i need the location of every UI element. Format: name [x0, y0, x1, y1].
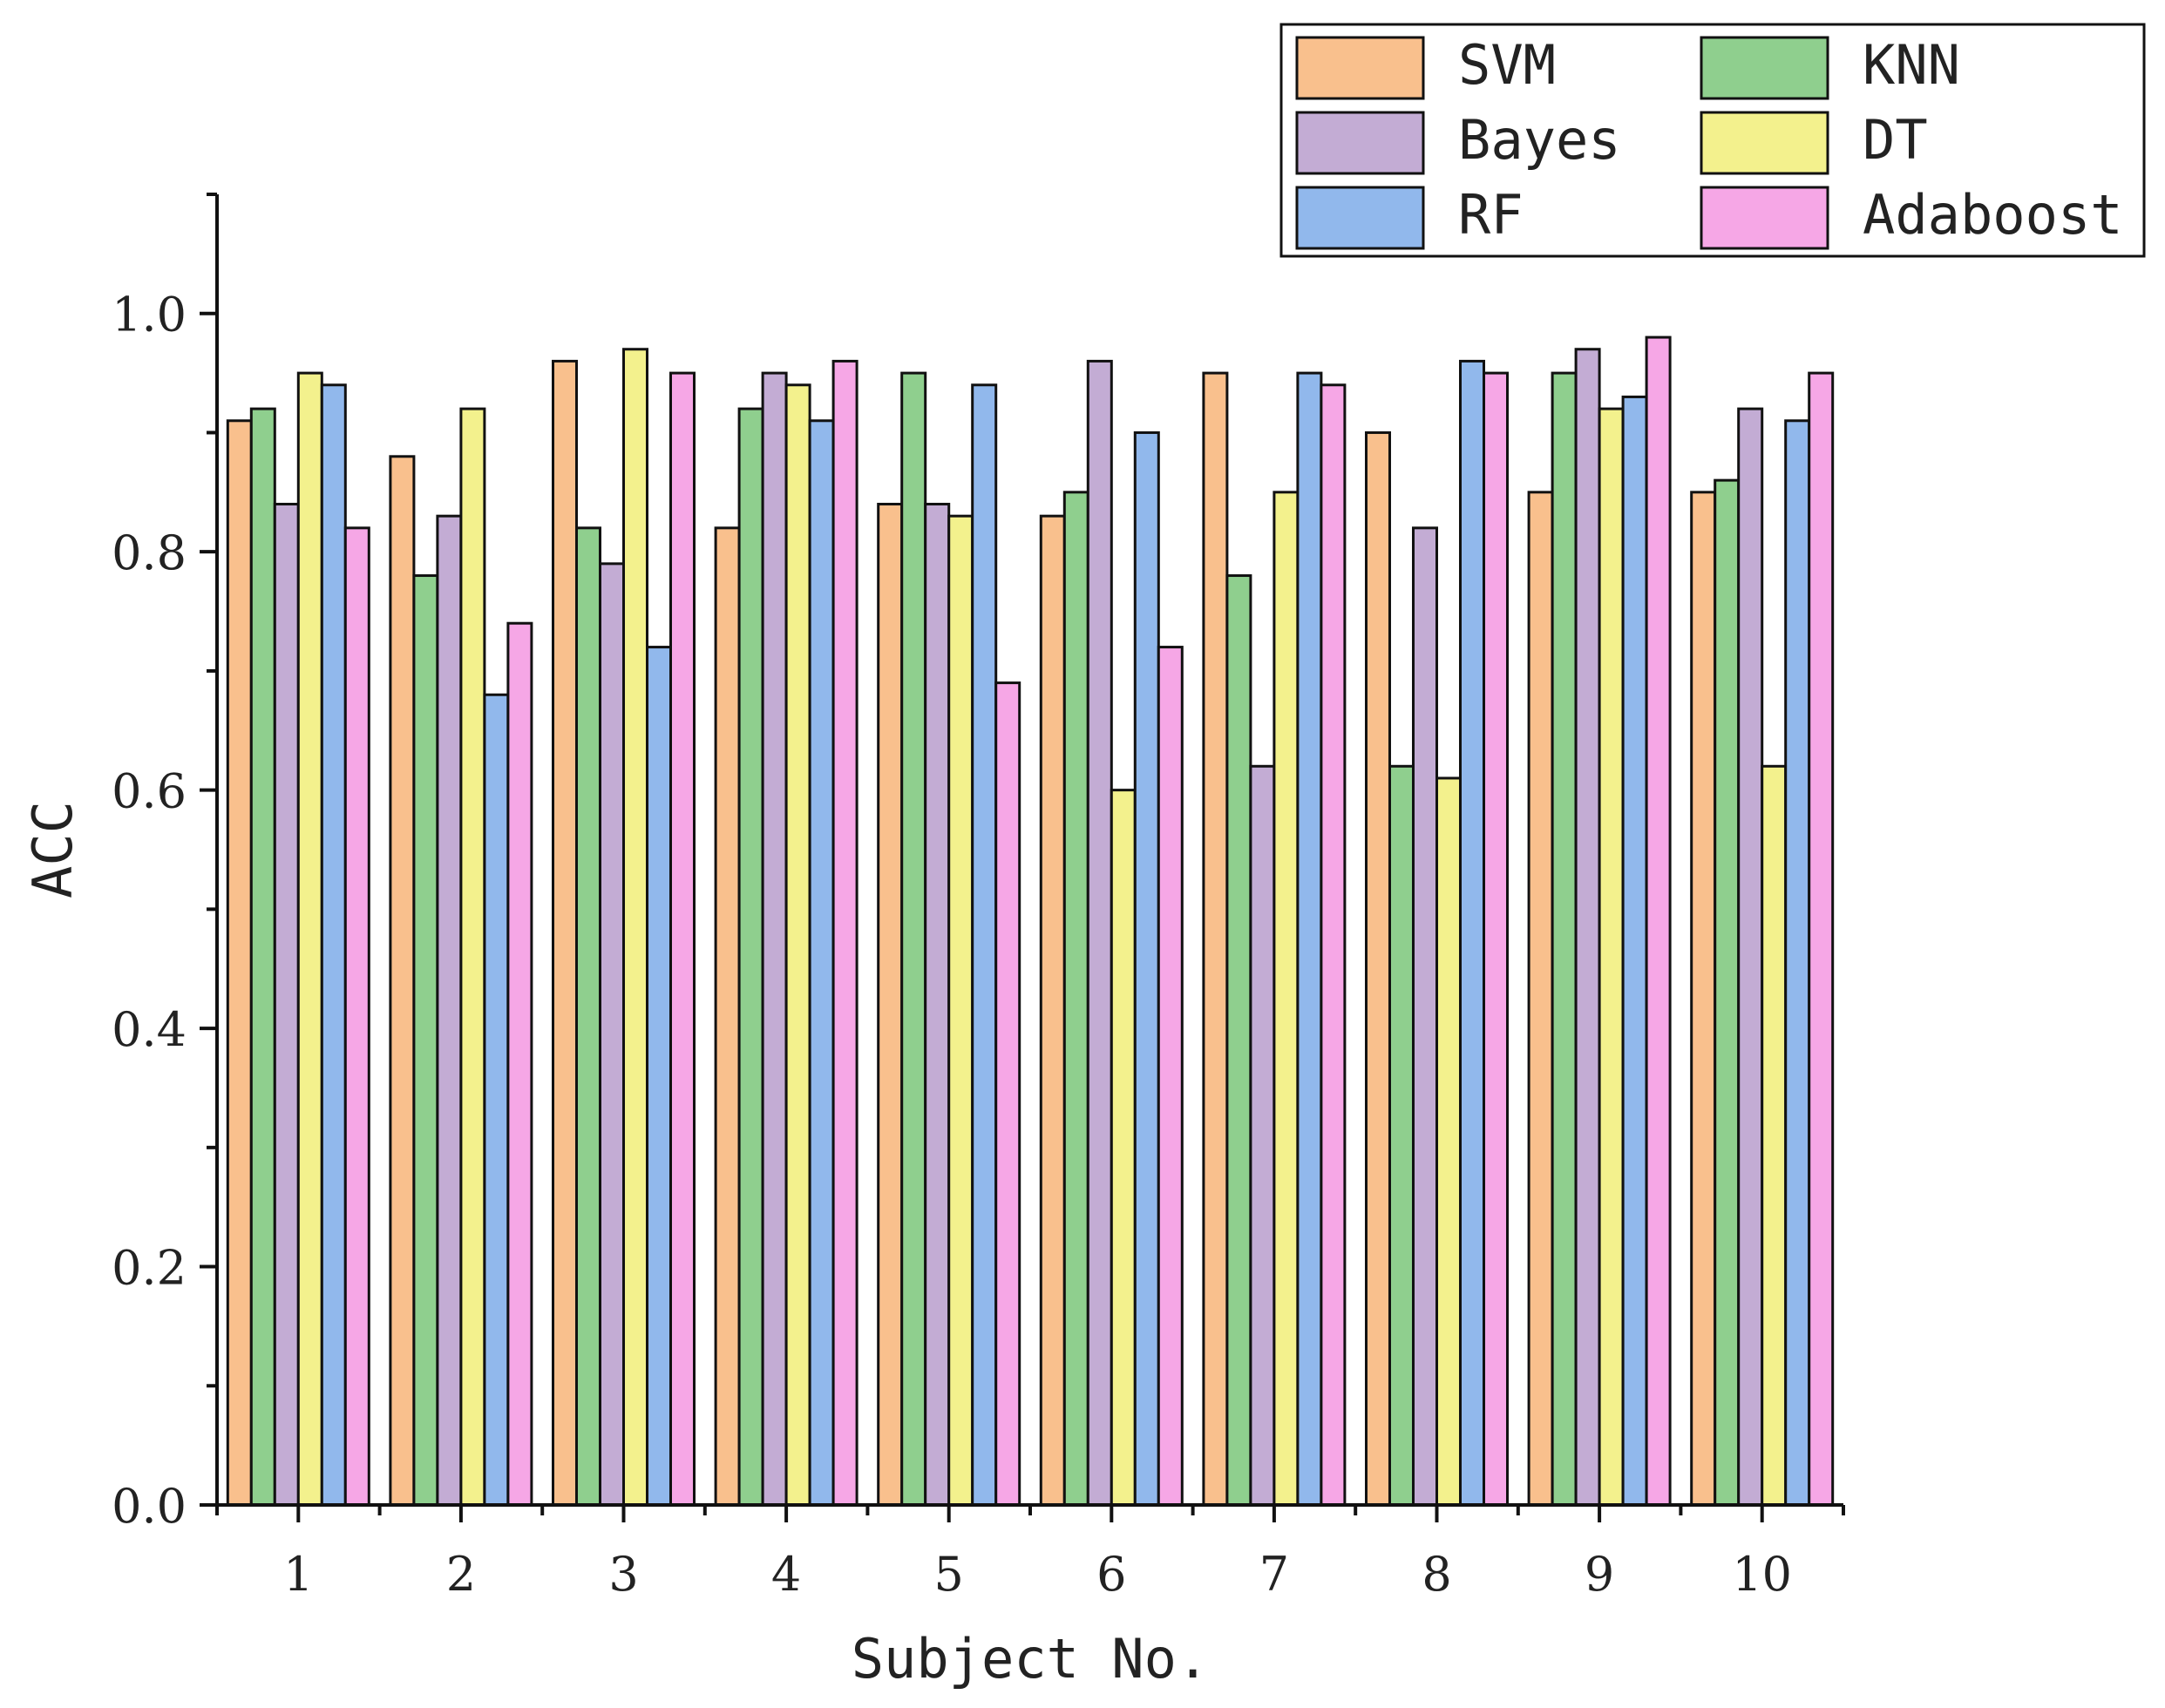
x-tick-label: 1: [283, 1547, 313, 1602]
bar-svm-7: [1202, 371, 1229, 1507]
bar-rf-9: [1621, 395, 1648, 1507]
bar-rf-1: [320, 383, 347, 1507]
bar-adaboost-6: [1157, 646, 1184, 1507]
bar-adaboost-5: [994, 681, 1021, 1507]
bar-svm-8: [1365, 430, 1391, 1507]
bar-adaboost-10: [1808, 371, 1835, 1507]
legend-swatch-dt: [1700, 111, 1829, 175]
bar-bayes-2: [436, 514, 463, 1507]
x-tick-label: 5: [934, 1547, 964, 1602]
bar-bayes-1: [273, 502, 300, 1507]
bar-dt-1: [296, 371, 323, 1507]
legend: SVM KNN Bayes DT RF Adaboost: [1279, 23, 2146, 258]
y-tick-label: 0.2: [112, 1241, 187, 1296]
bar-dt-9: [1598, 407, 1625, 1507]
legend-swatch-adaboost: [1700, 186, 1829, 250]
bar-dt-6: [1110, 789, 1137, 1507]
x-tick-label: 3: [608, 1547, 638, 1602]
y-tick-label: 1.0: [112, 288, 187, 342]
bar-svm-9: [1527, 491, 1554, 1507]
bar-svm-10: [1690, 491, 1717, 1507]
bar-bayes-3: [599, 562, 625, 1507]
bar-dt-7: [1273, 491, 1300, 1507]
bar-rf-2: [483, 693, 510, 1507]
bar-adaboost-8: [1483, 371, 1509, 1507]
legend-swatch-bayes: [1295, 111, 1425, 175]
bar-rf-3: [646, 646, 672, 1507]
bar-adaboost-3: [669, 371, 696, 1507]
y-tick-label: 0.4: [112, 1002, 187, 1057]
bar-dt-3: [622, 348, 648, 1507]
bar-knn-4: [737, 407, 764, 1507]
bar-rf-8: [1459, 359, 1485, 1507]
bar-rf-5: [971, 383, 998, 1507]
bar-knn-1: [249, 407, 276, 1507]
bar-dt-10: [1761, 764, 1788, 1507]
bar-bayes-6: [1086, 359, 1113, 1507]
bar-knn-2: [412, 574, 439, 1507]
bar-bayes-9: [1574, 348, 1601, 1507]
ticks: 0.0 0.2 0.4 0.6 0.8 1.0 1 2 3 4 5 6 7 8 9 10: [112, 193, 1845, 1602]
plot-area: [226, 336, 1835, 1507]
legend-swatch-rf: [1295, 186, 1425, 250]
bar-rf-4: [808, 419, 835, 1507]
bar-bayes-10: [1737, 407, 1764, 1507]
y-tick-label: 0.8: [112, 525, 187, 580]
legend-label-bayes: Bayes: [1458, 108, 1621, 172]
bar-bayes-7: [1249, 764, 1276, 1507]
bar-adaboost-4: [831, 359, 859, 1507]
y-axis-label: ACC: [21, 801, 85, 898]
bar-bayes-5: [924, 502, 951, 1507]
bar-rf-7: [1296, 371, 1323, 1507]
legend-label-rf: RF: [1458, 183, 1524, 247]
bar-dt-5: [947, 514, 974, 1507]
x-tick-label: 9: [1585, 1547, 1614, 1602]
legend-swatch-svm: [1295, 36, 1425, 100]
bar-bayes-8: [1412, 526, 1438, 1507]
bar-knn-6: [1062, 491, 1089, 1507]
bar-bayes-4: [761, 371, 788, 1507]
bar-svm-6: [1039, 514, 1066, 1507]
bar-knn-9: [1551, 371, 1578, 1507]
x-tick-label: 7: [1259, 1547, 1289, 1602]
legend-label-dt: DT: [1863, 108, 1928, 172]
bar-knn-7: [1225, 574, 1252, 1507]
legend-label-svm: SVM: [1458, 33, 1556, 97]
x-tick-label: 2: [446, 1547, 476, 1602]
x-tick-label: 6: [1096, 1547, 1126, 1602]
bar-dt-2: [459, 407, 486, 1507]
bar-svm-5: [877, 502, 904, 1507]
x-tick-label: 4: [771, 1547, 801, 1602]
y-tick-label: 0.6: [112, 764, 187, 819]
legend-label-adaboost: Adaboost: [1863, 183, 2123, 247]
bar-dt-4: [784, 383, 811, 1507]
bar-knn-3: [575, 526, 601, 1507]
bar-rf-6: [1133, 430, 1160, 1507]
bar-svm-4: [714, 526, 741, 1507]
x-axis-label: Subject No.: [852, 1627, 1210, 1691]
bar-knn-5: [900, 371, 927, 1507]
x-tick-label: 10: [1732, 1547, 1792, 1602]
bar-adaboost-9: [1645, 336, 1672, 1507]
legend-label-knn: KNN: [1863, 33, 1960, 97]
bar-adaboost-7: [1320, 383, 1347, 1507]
y-tick-label: 0.0: [112, 1479, 187, 1534]
bar-adaboost-1: [343, 526, 370, 1507]
bar-svm-1: [226, 419, 253, 1507]
x-tick-label: 8: [1422, 1547, 1451, 1602]
bar-rf-10: [1784, 419, 1811, 1507]
bar-knn-10: [1714, 478, 1741, 1507]
bar-dt-8: [1435, 776, 1462, 1507]
bar-adaboost-2: [506, 621, 533, 1507]
bar-svm-3: [552, 359, 578, 1507]
bar-knn-8: [1388, 764, 1415, 1507]
legend-swatch-knn: [1700, 36, 1829, 100]
bar-svm-2: [389, 455, 416, 1507]
